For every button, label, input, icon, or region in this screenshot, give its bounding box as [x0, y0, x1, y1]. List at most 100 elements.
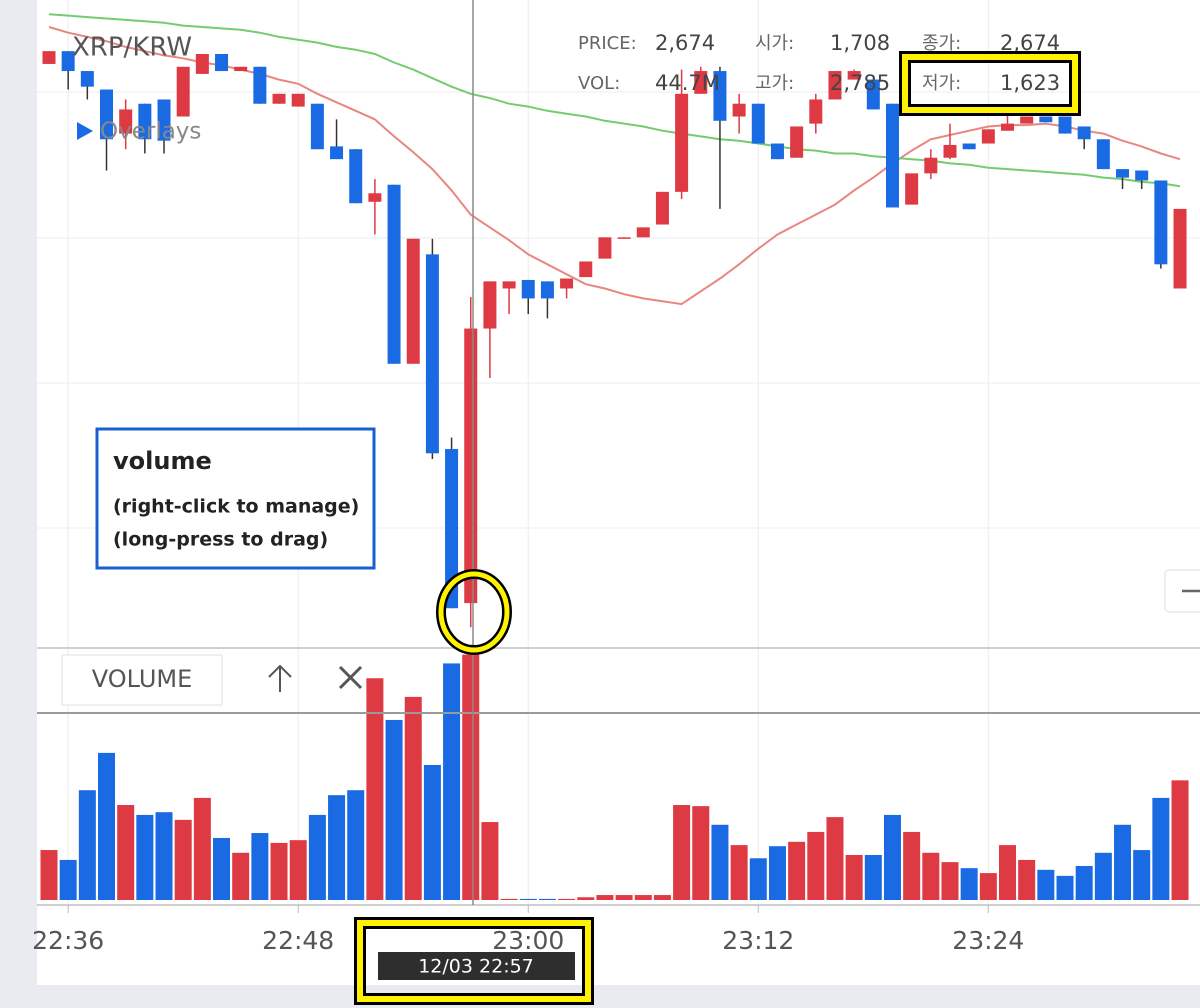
tooltip-title: volume: [113, 447, 212, 475]
volume-header: VOLUME: [61, 654, 363, 706]
candle-body: [636, 227, 650, 238]
candle-body: [655, 191, 669, 225]
candle-body: [100, 89, 114, 140]
candle-body: [1039, 116, 1053, 123]
left-strip: [0, 0, 37, 1008]
volume-bar: [136, 814, 154, 900]
volume-bar: [443, 663, 461, 900]
info-value: 1,623: [1000, 71, 1060, 95]
volume-bar: [1075, 865, 1093, 900]
candle-body: [80, 71, 94, 87]
highlight-ellipse: [438, 571, 510, 653]
candle-body: [387, 184, 401, 364]
volume-bar: [768, 846, 786, 900]
candle-body: [866, 79, 880, 110]
x-tick-label: 23:24: [952, 926, 1024, 955]
volume-bar: [711, 824, 729, 900]
move-up-button[interactable]: [268, 664, 292, 692]
moving-average: [48, 13, 1181, 188]
volume-bar: [788, 841, 806, 900]
volume-bar: [960, 868, 978, 900]
candle-body: [1173, 208, 1187, 289]
candle-body: [560, 278, 574, 289]
volume-label: VOLUME: [92, 665, 193, 693]
volume-bar: [347, 790, 365, 900]
highlight-box: [357, 920, 591, 1002]
info-value: 2,674: [655, 31, 715, 55]
volume-bar: [40, 850, 58, 900]
volume-bar: [404, 696, 422, 900]
candle-body: [981, 129, 995, 144]
candle-body: [1154, 180, 1168, 265]
overlays-label[interactable]: Overlays: [100, 119, 201, 145]
volume-bar: [1114, 824, 1132, 900]
volume-bar: [1171, 780, 1189, 900]
candle-body: [885, 103, 899, 208]
volume-bar: [845, 854, 863, 900]
volume-bar: [1133, 850, 1151, 900]
candle-body: [924, 157, 938, 174]
tooltip: volume (right-click to manage) (long-pre…: [95, 427, 376, 570]
play-icon: [77, 122, 93, 140]
volume-bar: [213, 837, 231, 900]
volume-bar: [385, 719, 403, 900]
volume-bar: [500, 898, 518, 900]
candle-body: [1116, 169, 1130, 178]
crosshair-label: 12/03 22:57: [418, 956, 534, 978]
candle-body: [368, 193, 382, 202]
overlays-toggle[interactable]: Overlays: [77, 119, 201, 145]
volume-bar: [653, 895, 671, 900]
bottom-strip: [0, 985, 1200, 1008]
candle-body: [1135, 170, 1149, 181]
zoom-button[interactable]: [1164, 569, 1200, 613]
candle-body: [425, 254, 439, 454]
volume-bar: [864, 854, 882, 900]
info-label: 저가:: [922, 73, 961, 94]
candle-body: [291, 93, 305, 107]
volume-bar: [193, 797, 211, 900]
candle-body: [521, 279, 535, 299]
volume-label-box: [61, 654, 223, 706]
volume-bar: [979, 873, 997, 900]
candle-body: [464, 328, 478, 604]
candle-body: [1058, 116, 1072, 134]
close-button[interactable]: [338, 665, 363, 690]
candle-body: [732, 103, 746, 117]
candle-body: [617, 237, 631, 239]
candle-body: [943, 144, 957, 158]
volume-bar: [730, 845, 748, 900]
candle-body: [61, 51, 75, 72]
candle-body: [253, 66, 267, 104]
volume-bar: [941, 862, 959, 900]
candle-body: [962, 143, 976, 150]
x-tick-label: 23:00: [492, 926, 564, 955]
highlight-low: [899, 51, 1081, 116]
candle-body: [751, 103, 765, 144]
volume-bar: [634, 895, 652, 900]
volume-pane: [40, 654, 1189, 900]
x-axis: 22:36 22:48 23:00 23:12 23:24: [32, 905, 1024, 955]
volume-bar: [999, 845, 1016, 900]
volume-bar: [538, 898, 556, 900]
volume-bar: [98, 752, 116, 900]
tooltip-line: (long-press to drag): [113, 529, 328, 551]
info-label: VOL:: [578, 73, 620, 94]
chart-title: XRP/KRW: [72, 33, 192, 63]
volume-bar: [1094, 852, 1112, 900]
x-tick-label: 22:48: [262, 926, 334, 955]
candle-body: [176, 66, 190, 117]
volume-bar: [1152, 797, 1170, 900]
candle-body: [1020, 116, 1034, 124]
volume-bar: [558, 898, 576, 900]
volume-bar: [232, 852, 250, 900]
candle-body: [119, 109, 133, 134]
volume-bar: [174, 819, 192, 900]
candle-body: [770, 143, 784, 160]
volume-bar: [251, 833, 269, 900]
crosshair-label-box: [378, 952, 575, 980]
volume-bar: [270, 842, 288, 900]
volume-bar: [577, 897, 595, 900]
volume-bar: [749, 858, 767, 900]
